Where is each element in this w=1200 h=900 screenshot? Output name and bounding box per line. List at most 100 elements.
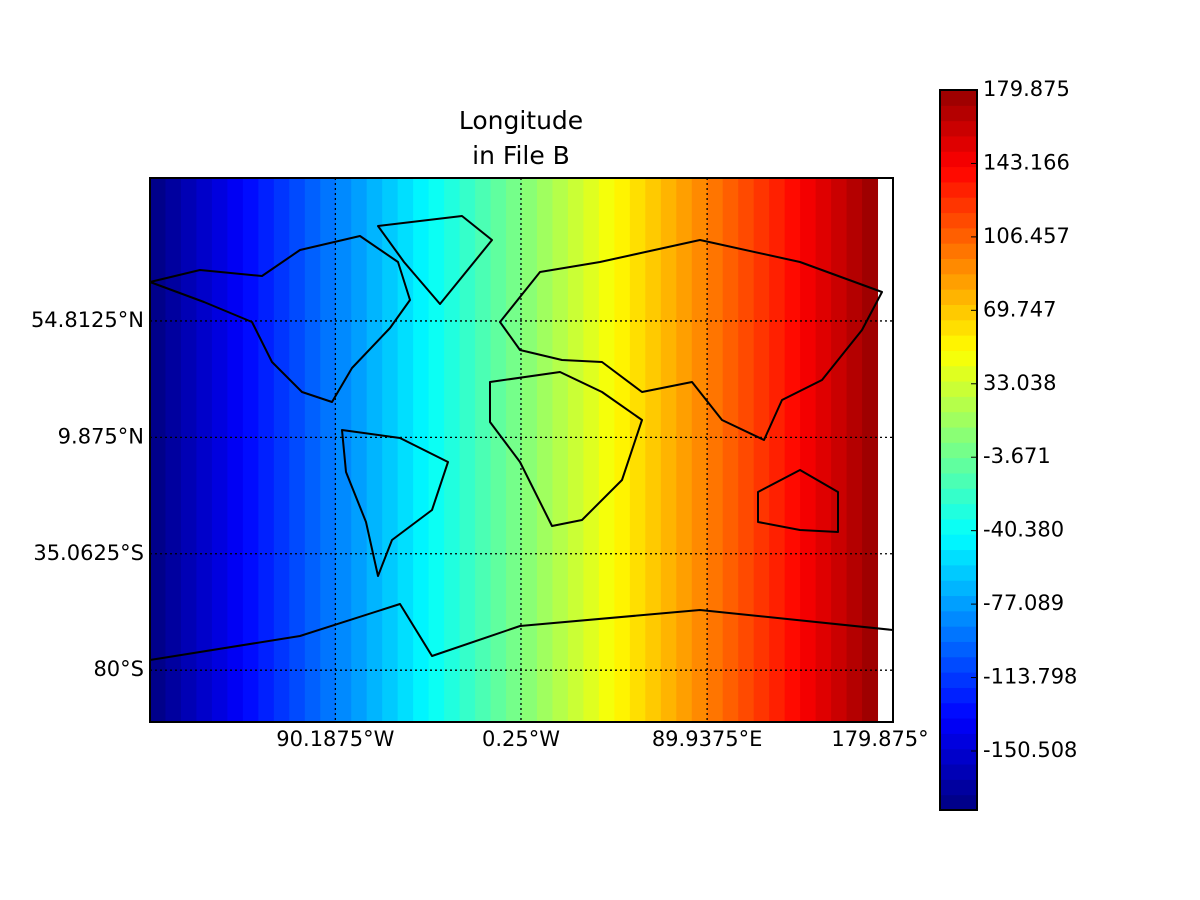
colorbar-band bbox=[940, 319, 977, 336]
map-cell bbox=[769, 178, 786, 722]
map-cell bbox=[428, 178, 445, 722]
colorbar-band bbox=[940, 626, 977, 642]
colorbar-band bbox=[940, 273, 977, 290]
map-cells bbox=[150, 178, 879, 722]
y-tick-label: 9.875°N bbox=[58, 424, 144, 448]
map-cell bbox=[815, 178, 832, 722]
x-tick-label: 0.25°W bbox=[482, 727, 560, 751]
colorbar-band bbox=[940, 610, 977, 627]
map-cell bbox=[459, 178, 476, 722]
colorbar-tick-label: 179.875 bbox=[983, 77, 1070, 101]
map-cell bbox=[351, 178, 368, 722]
colorbar-band bbox=[940, 105, 977, 122]
coastline bbox=[489, 371, 643, 527]
y-tick-label: 35.0625°S bbox=[33, 541, 144, 565]
map-cell bbox=[304, 178, 321, 722]
colorbar-band bbox=[940, 135, 977, 152]
map-cell bbox=[397, 178, 414, 722]
x-tick-label: 179.875° bbox=[831, 727, 928, 751]
colorbar-band bbox=[940, 166, 977, 183]
x-tick-label: 89.9375°E bbox=[652, 727, 763, 751]
map-cell bbox=[660, 178, 677, 722]
colorbar-band bbox=[940, 396, 977, 413]
colorbar-band bbox=[940, 718, 977, 734]
colorbar-band bbox=[940, 335, 977, 351]
x-tick-label: 90.1875°W bbox=[276, 727, 394, 751]
colorbar-band bbox=[940, 411, 977, 428]
colorbar-band bbox=[940, 472, 977, 489]
colorbar-tick-label: -40.380 bbox=[983, 518, 1064, 542]
colorbar-tick-label: -3.671 bbox=[983, 444, 1051, 468]
map-cell bbox=[691, 178, 708, 722]
map-cell bbox=[289, 178, 306, 722]
colorbar-tick-label: 106.457 bbox=[983, 224, 1070, 248]
colorbar-band bbox=[940, 641, 977, 658]
map-cell bbox=[382, 178, 399, 722]
colorbar-band bbox=[940, 427, 977, 443]
coastline bbox=[149, 235, 411, 403]
chart-title: in File B bbox=[472, 141, 570, 170]
map-cell bbox=[567, 178, 584, 722]
colorbar-tick-label: -77.089 bbox=[983, 591, 1064, 615]
coastline bbox=[149, 603, 894, 661]
map-cell bbox=[444, 178, 461, 722]
colorbar-band bbox=[940, 197, 977, 214]
colorbar-band bbox=[940, 365, 977, 382]
map-cell bbox=[831, 178, 848, 722]
map-cell bbox=[583, 178, 600, 722]
colorbar-frame bbox=[939, 89, 978, 811]
colorbar-band bbox=[940, 733, 977, 750]
map-cell bbox=[862, 178, 879, 722]
map-cell bbox=[211, 178, 228, 722]
y-tick-label: 54.8125°N bbox=[31, 308, 144, 332]
colorbar-tick-label: 143.166 bbox=[983, 150, 1070, 174]
map-cell bbox=[490, 178, 507, 722]
colorbar-band bbox=[940, 503, 977, 520]
colorbar-band bbox=[940, 656, 977, 673]
map-cell bbox=[645, 178, 662, 722]
map-cell bbox=[552, 178, 569, 722]
map-cell bbox=[242, 178, 259, 722]
map-cell bbox=[273, 178, 290, 722]
map-cell bbox=[753, 178, 770, 722]
colorbar-band bbox=[940, 457, 977, 474]
colorbar-band bbox=[940, 580, 977, 597]
map-cell bbox=[846, 178, 863, 722]
map-cell bbox=[413, 178, 430, 722]
colorbar-tick-label: -113.798 bbox=[983, 665, 1077, 689]
colorbar-band bbox=[940, 534, 977, 551]
map-cell bbox=[784, 178, 801, 722]
colorbar-band bbox=[940, 764, 977, 780]
colorbar-band bbox=[940, 564, 977, 581]
map-cell bbox=[800, 178, 817, 722]
colorbar-band bbox=[940, 549, 977, 566]
y-tick-label: 80°S bbox=[93, 657, 144, 681]
colorbar-band bbox=[940, 258, 977, 275]
coastline bbox=[377, 215, 493, 305]
map-cell bbox=[614, 178, 631, 722]
map-cell bbox=[598, 178, 615, 722]
colorbar-band bbox=[940, 748, 977, 765]
colorbar-band bbox=[940, 488, 977, 505]
map-cell bbox=[738, 178, 755, 722]
map-cell bbox=[320, 178, 337, 722]
coastline bbox=[757, 469, 839, 533]
colorbar-band bbox=[940, 702, 977, 719]
map-cell bbox=[258, 178, 275, 722]
colorbar-band bbox=[940, 304, 977, 321]
colorbar-band bbox=[940, 779, 977, 796]
map-cell bbox=[506, 178, 522, 722]
map-cell bbox=[165, 178, 182, 722]
map-cell bbox=[366, 178, 383, 722]
colorbar-tick-label: 69.747 bbox=[983, 297, 1056, 321]
coastline bbox=[499, 239, 883, 441]
map-cell bbox=[521, 178, 538, 722]
colorbar-band bbox=[940, 672, 977, 688]
coastline bbox=[341, 429, 449, 577]
colorbar-band bbox=[940, 243, 977, 260]
map-frame bbox=[149, 177, 894, 723]
colorbar-band bbox=[940, 794, 977, 811]
colorbar-band bbox=[940, 151, 977, 168]
chart-title: Longitude bbox=[459, 106, 583, 135]
